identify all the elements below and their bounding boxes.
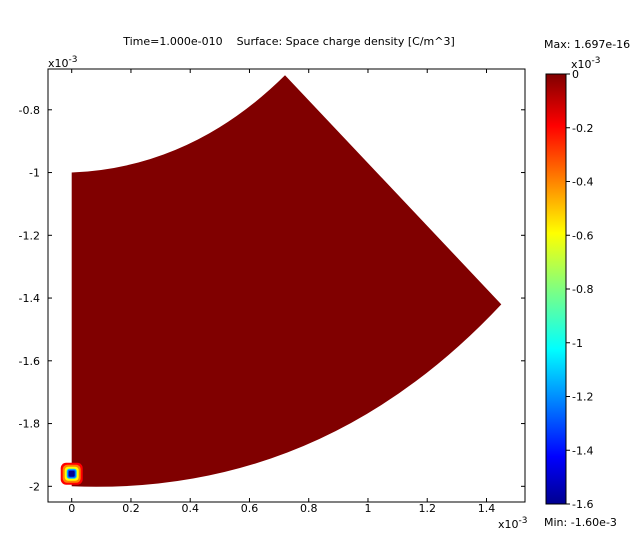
y-tick-label: -0.8 — [19, 104, 40, 117]
y-tick-label: -1 — [29, 167, 40, 180]
x-axis-multiplier: x10-3 — [498, 516, 528, 531]
colorbar-multiplier: x10-3 — [571, 56, 601, 71]
y-tick-label: -2 — [29, 480, 40, 493]
y-axis-ticks: -0.8 -1 -1.2 -1.4 -1.6 -1.8 -2 — [19, 104, 525, 493]
x-axis-ticks: 0 0.2 0.4 0.6 0.8 1 1.2 1.4 — [68, 69, 495, 515]
colorbar — [545, 73, 567, 505]
y-tick-label: -1.2 — [19, 229, 40, 242]
colorbar-tick-label: -0.4 — [572, 176, 593, 189]
x-tick-label: 0.2 — [122, 502, 140, 515]
space-charge-surface — [71, 75, 502, 487]
x-tick-label: 0.8 — [300, 502, 318, 515]
y-tick-label: -1.6 — [19, 355, 40, 368]
y-tick-label: -1.4 — [19, 292, 40, 305]
charge-hotspot — [60, 462, 83, 485]
x-tick-label: 1.4 — [478, 502, 496, 515]
hotspot-ring — [68, 470, 75, 477]
colorbar-tick-label: -1.6 — [572, 498, 593, 511]
x-tick-label: 0 — [68, 502, 75, 515]
x-tick-label: 0.6 — [241, 502, 259, 515]
y-tick-label: -1.8 — [19, 418, 40, 431]
colorbar-tick-label: -1 — [572, 337, 583, 350]
x-tick-label: 1 — [364, 502, 371, 515]
max-label: Max: 1.697e-16 — [544, 38, 630, 51]
x-tick-label: 1.2 — [418, 502, 436, 515]
colorbar-tick-label: -1.2 — [572, 391, 593, 404]
colorbar-tick-label: 0 — [572, 68, 579, 81]
colorbar-tick-label: -0.6 — [572, 229, 593, 242]
colorbar-tick-label: -0.8 — [572, 283, 593, 296]
colorbar-tick-label: -0.2 — [572, 122, 593, 135]
colorbar-tick-label: -1.4 — [572, 444, 593, 457]
y-axis-multiplier: x10-3 — [48, 55, 78, 70]
chart-title: Time=1.000e-010 Surface: Space charge de… — [122, 35, 455, 48]
colorbar-ticks: 0 -0.2 -0.4 -0.6 -0.8 -1 -1.2 -1.4 -1.6 — [566, 68, 593, 511]
x-tick-label: 0.4 — [181, 502, 199, 515]
min-label: Min: -1.60e-3 — [544, 516, 617, 529]
